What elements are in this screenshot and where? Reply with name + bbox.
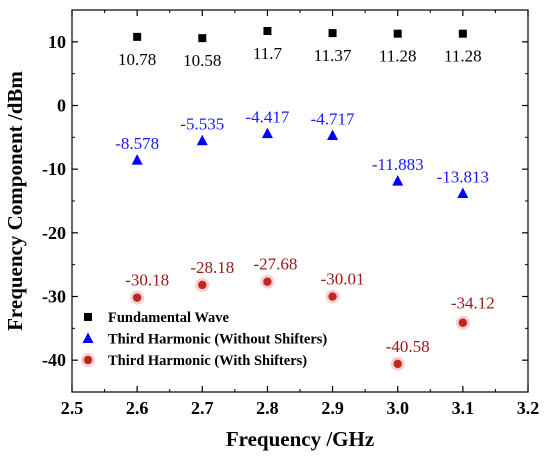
data-label: -34.12 [451, 294, 495, 313]
series-0-labels: 10.78 10.58 11.7 11.37 11.28 11.28 [118, 44, 482, 70]
circle-marker [393, 359, 402, 369]
y-axis-title: Frequency Component /dBm [3, 71, 27, 331]
data-label: -11.883 [372, 155, 424, 174]
y-tick-label: -30 [42, 287, 66, 307]
data-labels: 10.78 10.58 11.7 11.37 11.28 11.28 -8.578 -5.53… [115, 44, 495, 356]
x-tick-label: 2.6 [126, 398, 149, 418]
data-label: 10.78 [118, 50, 156, 69]
data-point [393, 29, 402, 38]
y-axis-ticks: 10 0 -10 -20 -30 -40 [42, 9, 528, 393]
data-point [458, 29, 467, 38]
circle-marker [328, 292, 337, 301]
series-1 [131, 127, 469, 198]
legend-label: Third Harmonic (Without Shifters) [108, 332, 327, 348]
series-0 [133, 27, 467, 43]
series-2 [130, 274, 470, 371]
data-point [133, 32, 142, 41]
legend-entry: Fundamental Wave [84, 310, 230, 326]
data-label: 11.28 [444, 47, 482, 66]
series-1-labels: -8.578 -5.535 -4.417 -4.717 -11.883 -13.813 [115, 108, 489, 187]
data-label: 11.37 [314, 46, 352, 65]
series-2-labels: -30.18 -28.18 -27.68 -30.01 -40.58 -34.12 [125, 255, 495, 356]
data-label: 10.58 [183, 51, 221, 70]
data-point [328, 29, 337, 38]
x-tick-label: 3.1 [452, 398, 475, 418]
x-axis-title: Frequency /GHz [226, 427, 374, 451]
data-label: -30.01 [321, 270, 365, 289]
data-label: -28.18 [190, 258, 234, 277]
legend-marker [84, 313, 92, 321]
x-tick-label: 2.7 [191, 398, 214, 418]
data-point [263, 27, 272, 36]
x-tick-label: 3.2 [517, 398, 540, 418]
legend-entry: Third Harmonic (With Shifters) [81, 353, 307, 369]
data-point [261, 127, 273, 139]
y-tick-label: -20 [42, 223, 66, 243]
data-label: -4.717 [311, 110, 355, 129]
legend-marker [81, 353, 95, 367]
circle-marker [83, 355, 93, 365]
x-tick-label: 2.9 [321, 398, 344, 418]
data-point [198, 34, 207, 43]
data-label: -4.417 [245, 108, 289, 127]
data-point [457, 187, 469, 198]
data-label: -27.68 [253, 255, 297, 274]
circle-marker [198, 280, 207, 290]
x-tick-label: 2.8 [256, 398, 279, 418]
data-point [195, 277, 210, 292]
data-label: -30.18 [125, 271, 169, 290]
data-label: 11.28 [379, 47, 417, 66]
y-tick-label: -40 [42, 350, 66, 370]
legend-label: Third Harmonic (With Shifters) [108, 353, 307, 369]
circle-marker [458, 318, 468, 327]
data-point [390, 356, 405, 371]
data-label: -13.813 [437, 167, 489, 186]
circle-marker [132, 293, 142, 302]
data-point [325, 289, 340, 304]
x-axis-ticks: 2.5 2.6 2.7 2.8 2.9 3.0 3.1 3.2 [61, 10, 540, 418]
x-tick-label: 2.5 [61, 398, 84, 418]
y-tick-label: -10 [42, 159, 66, 179]
data-point [392, 175, 404, 186]
legend-marker [82, 332, 94, 343]
legend: Fundamental Wave Third Harmonic (Without … [81, 310, 327, 369]
plot-marks [130, 27, 470, 371]
data-point [130, 290, 145, 305]
y-tick-label: 0 [57, 96, 66, 116]
data-point [327, 129, 339, 141]
legend-entry: Third Harmonic (Without Shifters) [82, 332, 327, 348]
y-tick-label: 10 [48, 32, 66, 52]
data-point [260, 274, 275, 289]
data-point [131, 154, 143, 165]
data-label: -8.578 [115, 134, 159, 153]
data-label: 11.7 [253, 44, 283, 63]
data-label: -40.58 [386, 337, 430, 356]
legend-label: Fundamental Wave [108, 310, 230, 326]
data-point [196, 134, 208, 146]
data-label: -5.535 [180, 115, 224, 134]
x-tick-label: 3.0 [386, 398, 409, 418]
data-point [455, 315, 470, 330]
circle-marker [263, 277, 272, 286]
